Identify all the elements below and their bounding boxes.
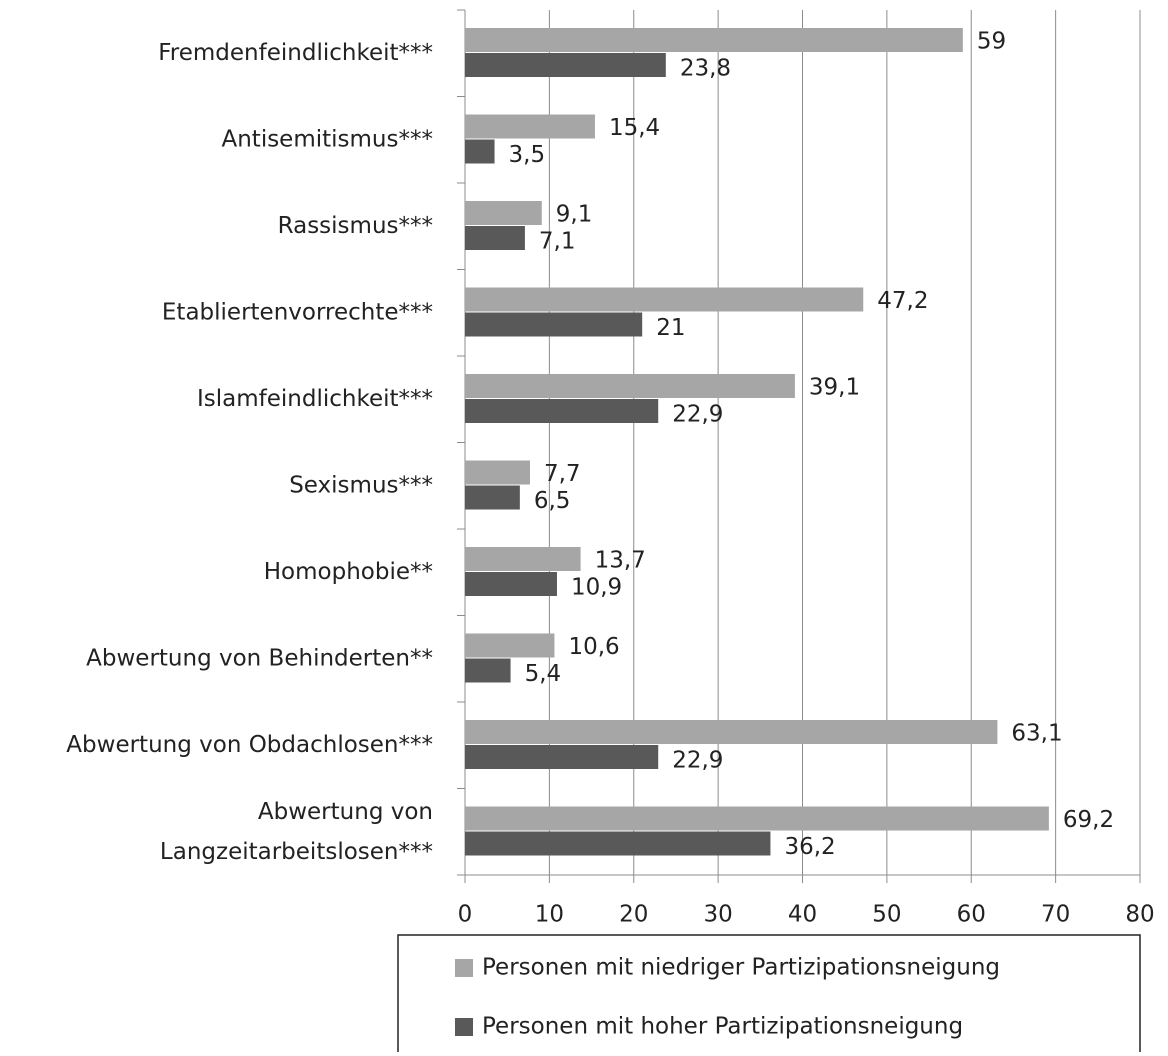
legend-swatch [455, 959, 473, 977]
x-tick-label: 60 [957, 902, 986, 928]
value-label: 39,1 [809, 375, 860, 401]
value-label: 59 [977, 29, 1006, 55]
legend-label: Personen mit niedriger Partizipationsnei… [482, 955, 1000, 981]
category-label: Abwertung von Obdachlosen*** [66, 732, 433, 758]
category-label: Abwertung von Behinderten** [86, 645, 433, 671]
value-label: 5,4 [525, 661, 562, 687]
bar [465, 374, 795, 398]
bar [465, 139, 495, 164]
value-label: 10,6 [568, 634, 619, 660]
x-tick-label: 50 [872, 902, 901, 928]
value-label: 6,5 [534, 488, 571, 514]
category-label: Antisemitismus*** [221, 126, 433, 152]
value-label: 69,2 [1063, 807, 1114, 833]
value-label: 63,1 [1011, 721, 1062, 747]
value-label: 23,8 [680, 56, 731, 82]
bar [465, 658, 511, 683]
legend-box [397, 934, 1141, 1056]
bar [465, 720, 998, 744]
x-tick-label: 80 [1125, 902, 1154, 928]
x-tick-label: 20 [619, 902, 648, 928]
value-label: 22,9 [672, 402, 723, 428]
bar [465, 114, 595, 139]
value-label: 47,2 [877, 288, 928, 314]
x-tick-label: 40 [788, 902, 817, 928]
legend-swatch [455, 1018, 473, 1036]
category-label: Etabliertenvorrechte*** [162, 299, 433, 325]
category-label: Islamfeindlichkeit*** [197, 386, 433, 412]
bar [465, 572, 557, 596]
bar [465, 399, 659, 423]
value-label: 9,1 [556, 202, 593, 228]
bar [465, 201, 542, 225]
legend-label: Personen mit hoher Partizipationsneigung [482, 1014, 963, 1040]
bar [465, 460, 530, 485]
bar [465, 745, 659, 769]
value-label: 7,7 [544, 461, 581, 487]
value-label: 22,9 [672, 748, 723, 774]
bar [465, 806, 1049, 831]
bar [465, 312, 643, 337]
category-label: Rassismus*** [278, 213, 433, 239]
value-label: 7,1 [539, 229, 576, 255]
category-label: Fremdenfeindlichkeit*** [158, 40, 433, 66]
category-label: Sexismus*** [289, 472, 433, 498]
bar [465, 485, 520, 510]
bar [465, 28, 963, 52]
bar [465, 53, 666, 77]
category-label: Homophobie** [264, 559, 433, 585]
bar [465, 287, 864, 312]
x-tick-label: 10 [535, 902, 564, 928]
category-label: Abwertung von Langzeitarbeitslosen*** [160, 798, 433, 864]
value-label: 10,9 [571, 575, 622, 601]
value-label: 21 [656, 315, 685, 341]
value-label: 15,4 [609, 115, 660, 141]
value-label: 36,2 [784, 834, 835, 860]
x-tick-label: 70 [1041, 902, 1070, 928]
bar [465, 831, 771, 856]
bar [465, 547, 581, 571]
x-tick-label: 0 [458, 902, 473, 928]
value-label: 3,5 [509, 142, 546, 168]
value-label: 13,7 [595, 548, 646, 574]
bar [465, 633, 555, 658]
bar [465, 226, 525, 250]
x-tick-label: 30 [703, 902, 732, 928]
